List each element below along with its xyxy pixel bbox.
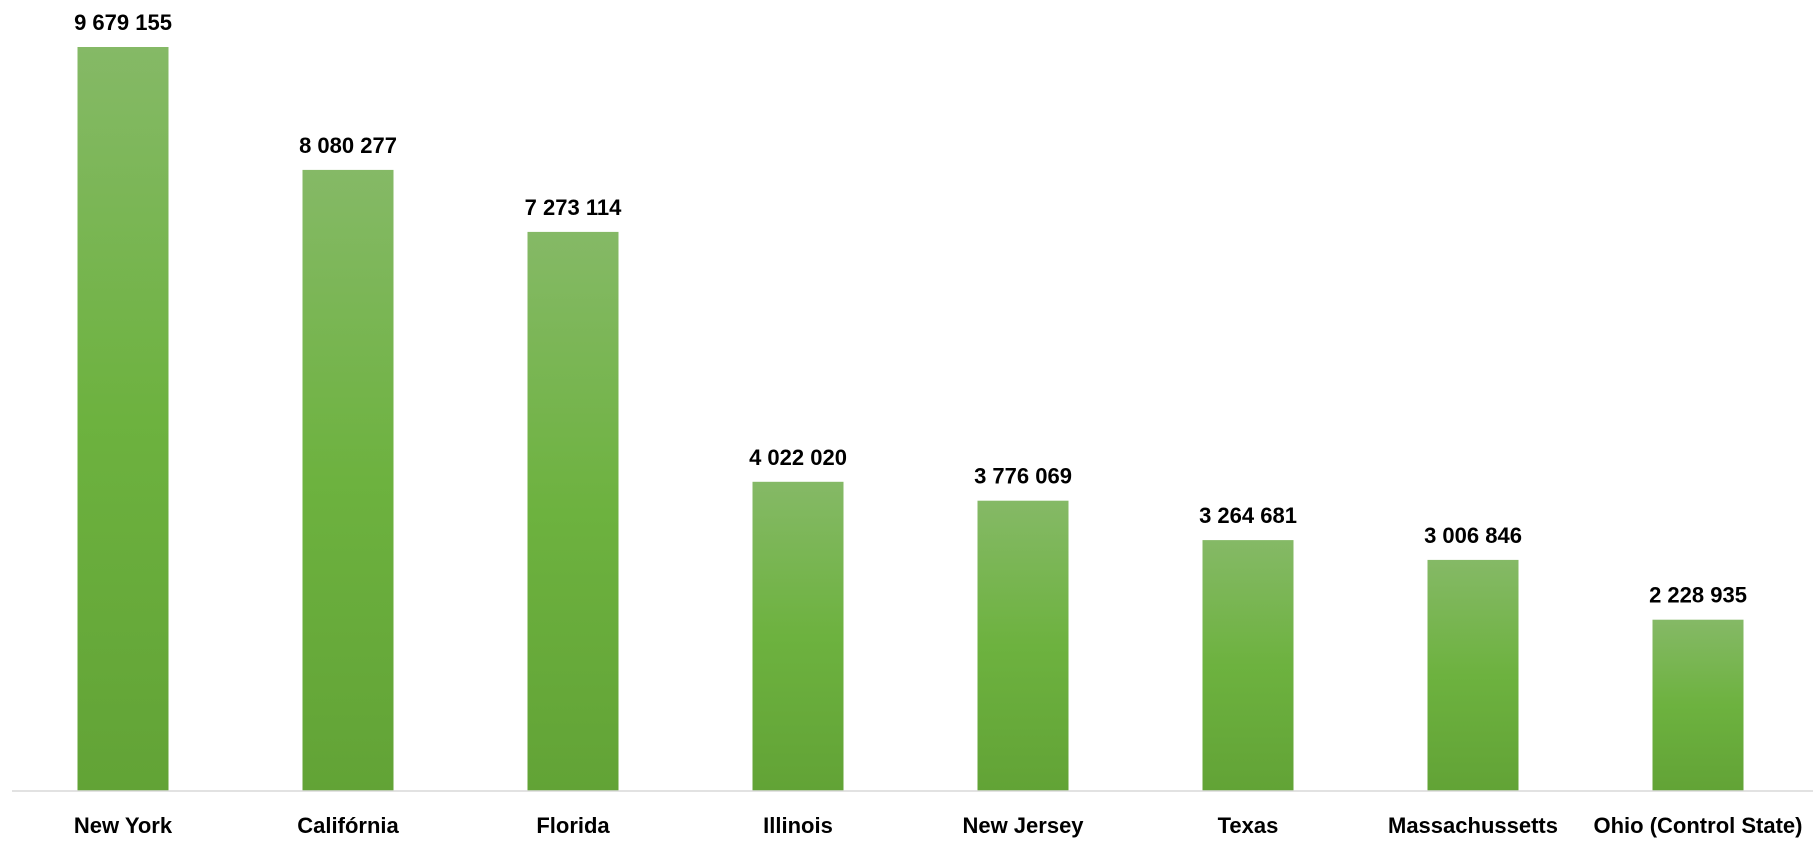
bar-4 (977, 500, 1069, 791)
category-label-6: Massachussetts (1388, 813, 1558, 838)
data-label-0: 9 679 155 (74, 10, 172, 35)
data-label-1: 8 080 277 (299, 133, 397, 158)
data-label-4: 3 776 069 (974, 464, 1072, 489)
category-label-7: Ohio (Control State) (1594, 813, 1803, 838)
category-label-5: Texas (1218, 813, 1279, 838)
bar-2 (527, 231, 619, 791)
data-label-7: 2 228 935 (1649, 583, 1747, 608)
labels-layer: 9 679 155 New York 8 080 277 Califórnia 7 27… (74, 10, 1803, 838)
bar-5 (1202, 540, 1294, 791)
bar-0 (77, 47, 169, 791)
category-label-4: New Jersey (962, 813, 1084, 838)
category-label-2: Florida (536, 813, 610, 838)
data-label-3: 4 022 020 (749, 445, 847, 470)
category-label-1: Califórnia (297, 813, 399, 838)
data-label-5: 3 264 681 (1199, 503, 1297, 528)
data-label-6: 3 006 846 (1424, 523, 1522, 548)
bars-layer (77, 47, 1744, 791)
bar-6 (1427, 559, 1519, 791)
data-label-2: 7 273 114 (525, 195, 622, 220)
bar-1 (302, 169, 394, 791)
category-label-0: New York (74, 813, 173, 838)
bar-3 (752, 481, 844, 791)
bar-7 (1652, 619, 1744, 791)
category-label-3: Illinois (763, 813, 833, 838)
